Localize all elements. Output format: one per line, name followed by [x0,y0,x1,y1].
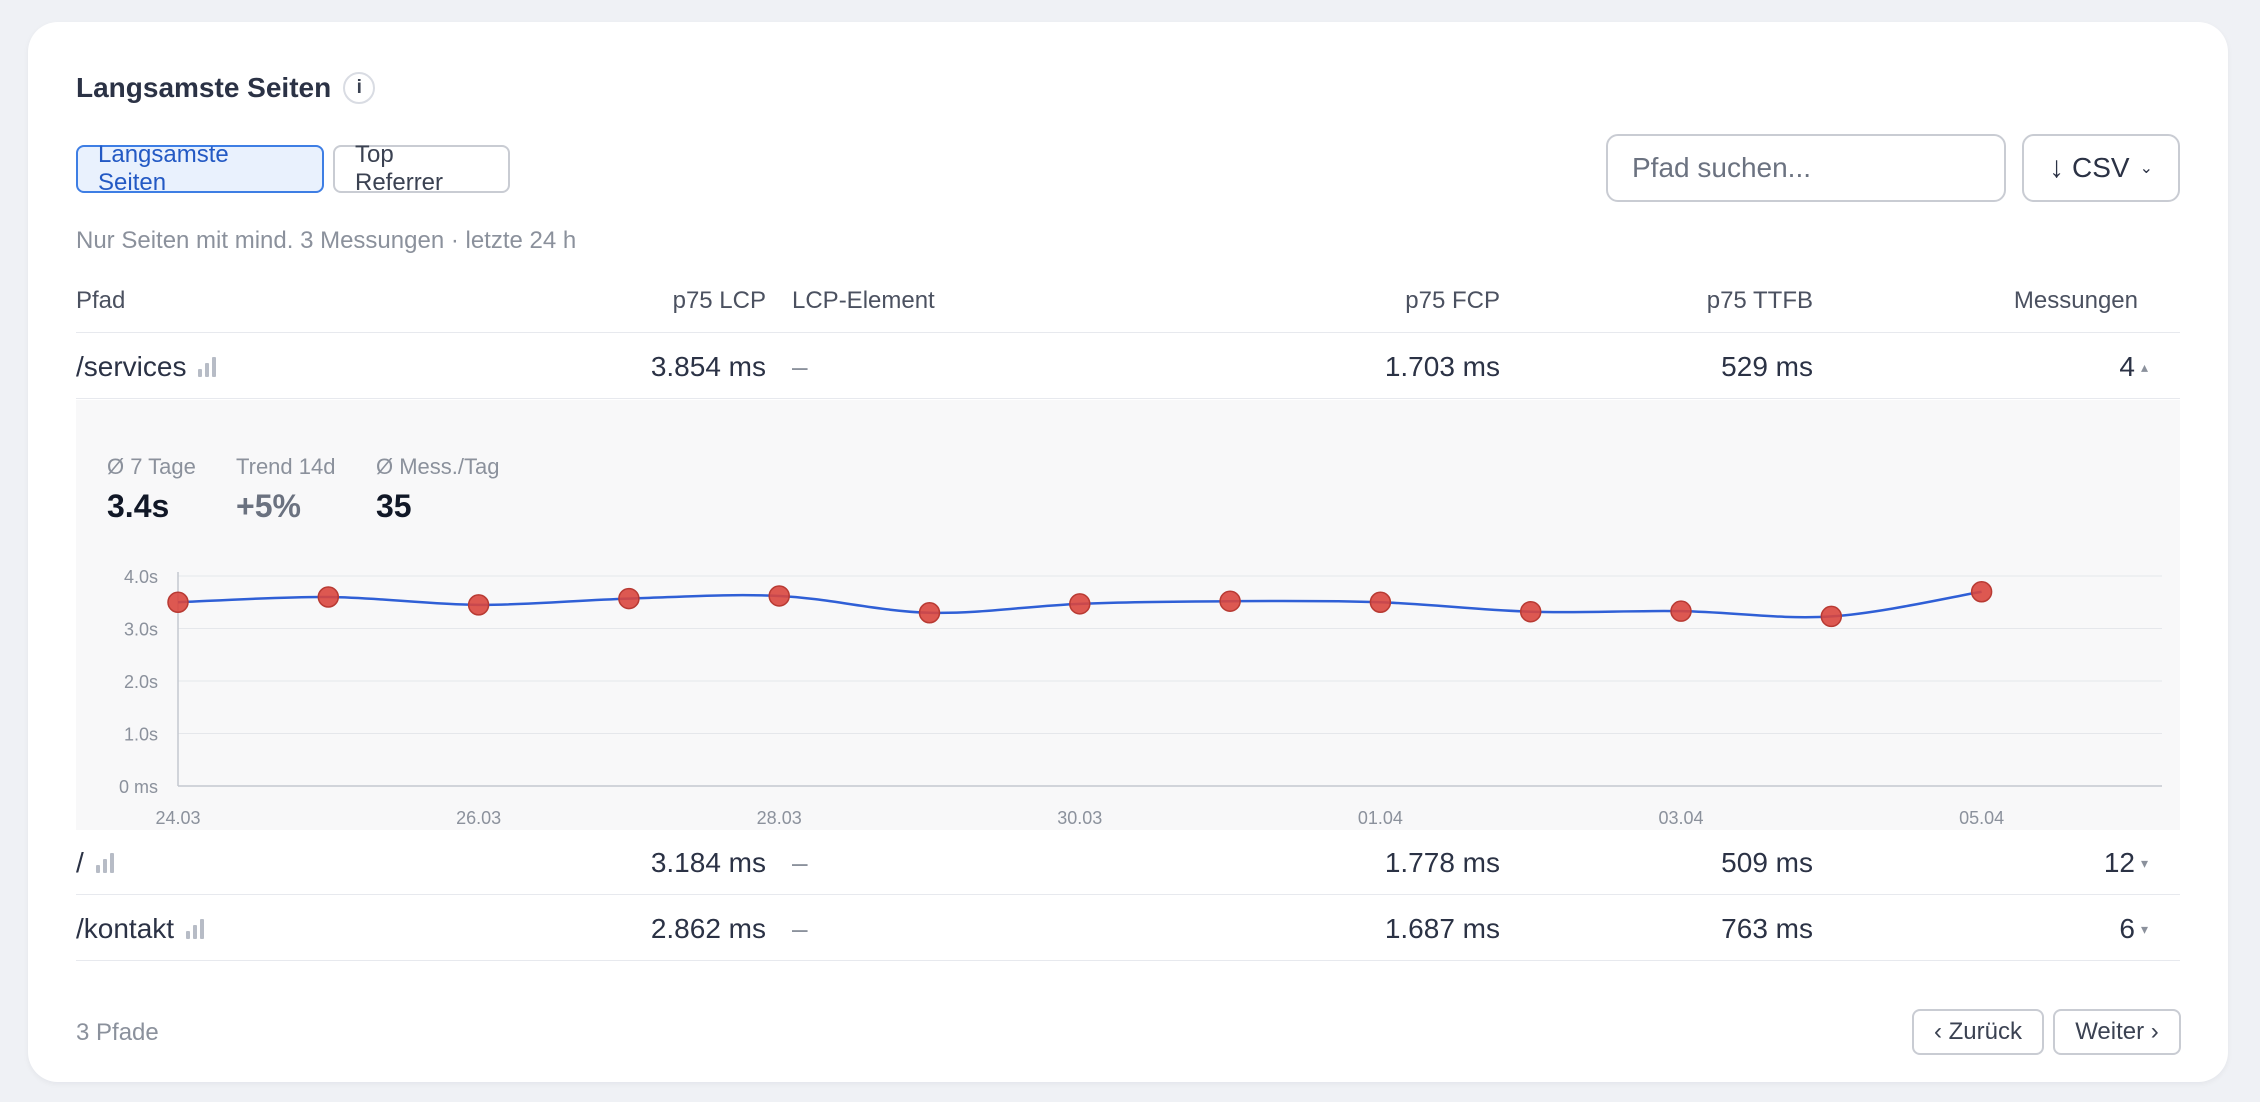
path-search-input[interactable] [1606,134,2006,202]
row-fcp: 1.778 ms [1384,847,1500,878]
card-title: Langsamste Seiten [76,72,332,103]
row-fcp: 1.687 ms [1384,913,1500,944]
row-lcp: 2.862 ms [650,913,766,944]
prev-page-button[interactable]: ‹ Zurück [1912,1009,2044,1055]
y-tick-label: 4.0s [124,567,158,587]
x-tick-label: 01.04 [1358,808,1403,828]
stat-label-per-day: Ø Mess./Tag [376,454,500,479]
row-measurements-cell: 6 ▾ [1988,913,2148,945]
column-header-fcp: p75 FCP [1405,287,1500,314]
row-lcp: 3.854 ms [650,351,766,382]
x-tick-label: 24.03 [155,808,200,828]
row-measurements-cell: 4 ▴ [1988,351,2148,383]
chevron-down-icon: ⌄ [2139,160,2153,177]
data-point [918,602,941,624]
row-measurements: 12 [2103,847,2135,878]
column-header-ttfb: p75 TTFB [1706,287,1813,314]
data-point [1519,600,1542,623]
slowest-pages-card: Langsamste Seiten i Langsamste Seiten To… [28,22,2228,1082]
caret-up-icon[interactable]: ▴ [2140,358,2148,375]
row-path: /kontakt [76,913,175,944]
data-point [467,594,490,616]
row-path: / [76,847,84,878]
row-path-cell: / [76,847,114,879]
row-detail-panel: Ø 7 Tage 3.4s Trend 14d +5% Ø Mess./Tag … [76,400,2180,830]
tab-top-referrer[interactable]: Top Referrer [333,141,510,196]
data-point [1069,593,1091,615]
y-tick-label: 2.0s [124,672,158,692]
caret-down-icon[interactable]: ▾ [2140,854,2148,871]
data-point [768,585,790,607]
column-header-path: Pfad [76,287,126,314]
stat-label-7d: Ø 7 Tage [107,454,196,479]
row-ttfb: 763 ms [1721,913,1813,944]
row-lcp-element: – [792,847,808,878]
row-path-cell: /kontakt [76,913,205,945]
divider [76,398,2180,399]
bar-chart-icon[interactable] [198,357,217,377]
y-tick-label: 3.0s [124,620,158,640]
row-measurements-cell: 12 ▾ [1988,847,2148,879]
x-tick-label: 28.03 [757,808,802,828]
data-point [1670,600,1692,622]
csv-export-button[interactable]: ↓ CSV ⌄ [2022,134,2180,202]
data-point [167,591,189,613]
card-header: Langsamste Seiten i [76,72,376,104]
path-count: 3 Pfade [76,1019,159,1046]
stat-value-7d: 3.4s [107,488,170,524]
info-icon[interactable]: i [343,72,376,104]
divider [76,332,2180,333]
stat-value-per-day: 35 [376,488,412,524]
csv-button-label: CSV [2072,152,2130,183]
data-point [1970,581,1993,603]
data-point [1219,590,1241,612]
x-tick-label: 03.04 [1658,808,1703,828]
stat-value-trend: +5% [236,488,301,524]
bar-chart-icon[interactable] [186,919,205,939]
column-header-lcp: p75 LCP [672,287,766,314]
lcp-trend-chart: 0 ms 1.0s 2.0s 3.0s 4.0s 24.03 26.03 28.03 30.03… [119,567,2162,828]
row-lcp: 3.184 ms [650,847,766,878]
row-measurements: 4 [2119,351,2135,382]
data-point [618,587,640,610]
row-fcp: 1.703 ms [1384,351,1500,382]
next-page-button[interactable]: Weiter › [2053,1009,2181,1055]
row-measurements: 6 [2119,913,2135,944]
column-header-measurements: Messungen [2013,287,2138,314]
filter-hint: Nur Seiten mit mind. 3 Messungen · letzt… [76,227,577,254]
row-path: /services [76,351,187,382]
column-header-lcp-element: LCP-Element [792,287,935,314]
row-ttfb: 509 ms [1721,847,1813,878]
x-tick-label: 30.03 [1057,808,1102,828]
data-point [317,586,340,608]
divider [76,894,2180,895]
down-arrow-icon: ↓ [2049,151,2064,184]
data-point [1820,605,1843,628]
row-lcp-element: – [792,913,808,944]
row-path-cell: /services [76,351,217,383]
y-tick-label: 1.0s [124,725,158,745]
row-lcp-element: – [792,351,808,382]
bar-chart-icon[interactable] [95,853,114,873]
divider [76,960,2180,961]
stat-label-trend: Trend 14d [236,454,336,479]
x-tick-label: 05.04 [1959,808,2004,828]
y-tick-label: 0 ms [119,777,158,797]
tab-slowest-pages[interactable]: Langsamste Seiten [76,141,324,196]
caret-down-icon[interactable]: ▾ [2140,920,2148,937]
x-tick-label: 26.03 [456,808,501,828]
row-ttfb: 529 ms [1721,351,1813,382]
data-point [1369,591,1392,613]
